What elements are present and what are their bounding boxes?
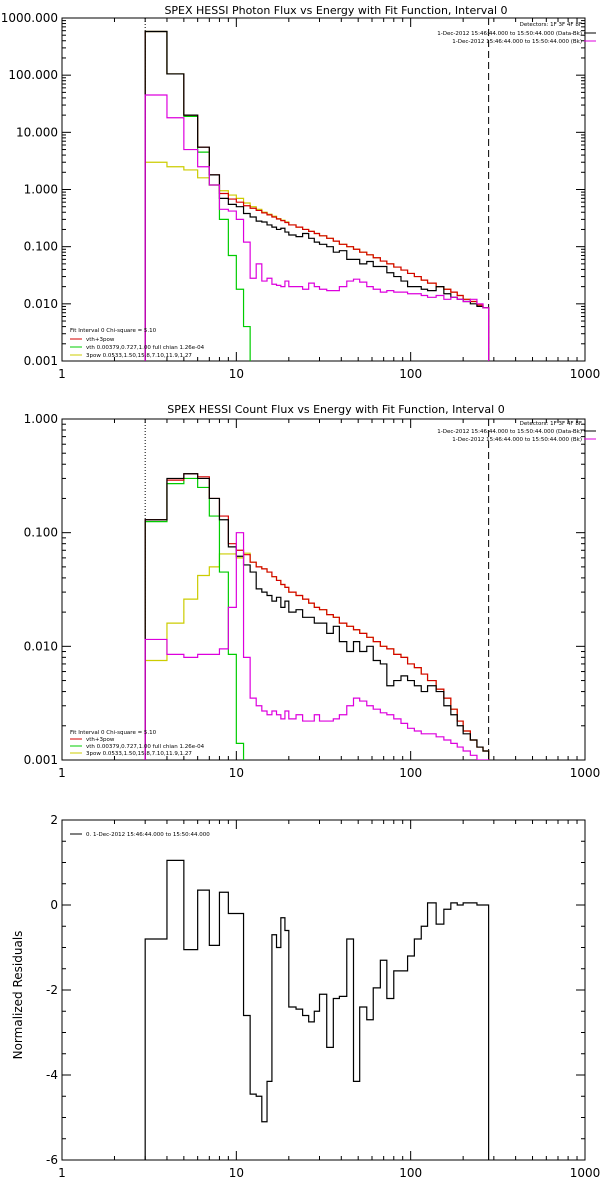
count-flux-legend-vth: vth 0.00379,0.727,1.00 full chian 1.26e-…	[86, 744, 205, 750]
residuals-ylabel: Normalized Residuals	[11, 931, 25, 1060]
residuals-y-tick-label: -2	[46, 983, 58, 997]
count-flux-legend-fit: Fit Interval 0 Chi-square = 5.10	[70, 730, 157, 736]
residuals-series-layer	[144, 859, 490, 1160]
photon-flux-y-tick-label: 0.100	[24, 240, 58, 254]
residuals-x-tick-label: 100	[399, 1166, 422, 1180]
photon-flux-header-detectors: Detectors: 1F 3F 4F 8F	[520, 22, 582, 28]
count-flux-total-series	[144, 473, 490, 760]
count-flux-header-data: 1-Dec-2012 15:46:44.000 to 15:50:44.000 …	[437, 429, 582, 435]
count-flux-y-tick-label: 0.100	[24, 526, 58, 540]
count-flux-panel: SPEX HESSI Count Flux vs Energy with Fit…	[24, 403, 600, 780]
count-flux-axes-frame	[61, 418, 586, 761]
photon-flux-y-tick-label: 1.000	[24, 183, 58, 197]
count-flux-legend-total: vth+3pow	[86, 737, 115, 743]
residuals-plot-area: 1 10 100 1000 -6 -4 -2 0 2	[46, 813, 600, 1180]
photon-flux-axes-frame	[61, 17, 586, 362]
count-flux-y-tick-label: 0.010	[24, 639, 58, 653]
photon-flux-x-tick-label: 1000	[570, 367, 600, 381]
residuals-y-tick-label: 0	[50, 898, 58, 912]
count-flux-y-tick-label: 0.001	[24, 753, 58, 767]
photon-flux-y-tick-label: 10.000	[16, 125, 58, 139]
count-flux-series-layer	[144, 473, 490, 760]
residuals-y-tick-label: -6	[46, 1153, 58, 1167]
residuals-legend-label: 0. 1-Dec-2012 15:46:44.000 to 15:50:44.0…	[86, 832, 210, 838]
photon-flux-legend-fit: Fit Interval 0 Chi-square = 5.10	[70, 328, 157, 334]
count-flux-header-detectors: Detectors: 1F 3F 4F 8F	[520, 421, 582, 427]
photon-flux-x-tick-label: 100	[399, 367, 422, 381]
photon-flux-legend-vth: vth 0.00379,0.727,1.00 full chian 1.26e-…	[86, 345, 205, 351]
count-flux-x-tick-label: 10	[229, 766, 244, 780]
count-flux-data-series	[144, 473, 490, 760]
count-flux-x-tick-label: 1	[58, 766, 66, 780]
photon-flux-header-data: 1-Dec-2012 15:46:44.000 to 15:50:44.000 …	[437, 31, 582, 37]
residuals-axes-frame	[61, 819, 586, 1161]
count-flux-header-bk: 1-Dec-2012 15:46:44.000 to 15:50:44.000 …	[452, 437, 582, 443]
photon-flux-header-bk: 1-Dec-2012 15:46:44.000 to 15:50:44.000 …	[452, 39, 582, 45]
count-flux-background-series	[144, 532, 490, 760]
photon-flux-data-series	[144, 30, 490, 361]
photon-flux-total-series	[144, 30, 490, 361]
photon-flux-background-series	[144, 94, 490, 361]
photon-flux-panel: SPEX HESSI Photon Flux vs Energy with Fi…	[1, 4, 600, 381]
residuals-x-tick-label: 10	[229, 1166, 244, 1180]
count-flux-y-tick-label: 1.000	[24, 412, 58, 426]
photon-flux-y-tick-label: 0.001	[24, 354, 58, 368]
photon-flux-legend-total: vth+3pow	[86, 337, 115, 343]
photon-flux-x-tick-label: 1	[58, 367, 66, 381]
photon-flux-series-layer	[144, 30, 490, 361]
residuals-x-tick-label: 1	[58, 1166, 66, 1180]
count-flux-x-tick-label: 100	[399, 766, 422, 780]
photon-flux-plot-area: 1 10 100 1000 0.001 0.010 0.100 1.000 10.000 100.…	[1, 11, 600, 381]
photon-flux-legend-power: 3pow 0.0533,1.50,15.8,7.10,11.9,1.27	[86, 353, 192, 359]
photon-flux-y-tick-label: 1000.000	[1, 11, 58, 25]
residuals-panel: 1 10 100 1000-6-4-202 Normalized Residuals …	[11, 813, 600, 1180]
count-flux-x-tick-label: 1000	[570, 766, 600, 780]
photon-flux-y-tick-label: 0.010	[24, 297, 58, 311]
photon-flux-title: SPEX HESSI Photon Flux vs Energy with Fi…	[164, 4, 507, 17]
photon-flux-y-tick-label: 100.000	[8, 68, 58, 82]
count-flux-title: SPEX HESSI Count Flux vs Energy with Fit…	[167, 403, 504, 416]
photon-flux-x-tick-label: 10	[229, 367, 244, 381]
count-flux-legend-power: 3pow 0.0533,1.50,15.8,7.10,11.9,1.27	[86, 751, 192, 757]
residuals-residuals-series	[144, 859, 490, 1160]
residuals-x-tick-label: 1000	[570, 1166, 600, 1180]
residuals-y-tick-label: -4	[46, 1068, 58, 1082]
count-flux-plot-area: 1 10 100 1000 0.001 0.010 0.100 1.000	[24, 412, 600, 780]
residuals-y-tick-label: 2	[50, 813, 58, 827]
